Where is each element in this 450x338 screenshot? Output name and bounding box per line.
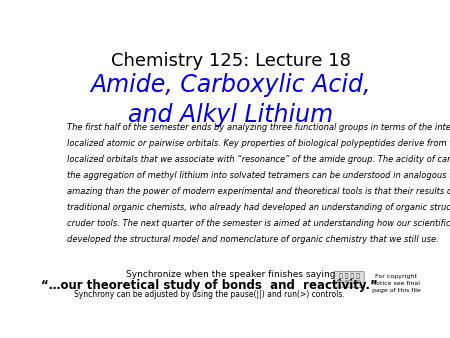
Text: cruder tools. The next quarter of the semester is aimed at understanding how our: cruder tools. The next quarter of the se… — [67, 219, 450, 228]
Text: the aggregation of methyl lithium into solvated tetramers can be understood in a: the aggregation of methyl lithium into s… — [67, 171, 450, 180]
Text: traditional organic chemists, who already had developed an understanding of orga: traditional organic chemists, who alread… — [67, 203, 450, 212]
Text: amazing than the power of modern experimental and theoretical tools is that thei: amazing than the power of modern experim… — [67, 187, 450, 196]
Text: localized atomic or pairwise orbitals. Key properties of biological polypeptides: localized atomic or pairwise orbitals. K… — [67, 139, 450, 148]
Text: developed the structural model and nomenclature of organic chemistry that we sti: developed the structural model and nomen… — [67, 236, 438, 244]
FancyBboxPatch shape — [334, 271, 364, 287]
Text: Chemistry 125: Lecture 18: Chemistry 125: Lecture 18 — [111, 52, 351, 70]
Text: Synchronize when the speaker finishes saying: Synchronize when the speaker finishes sa… — [126, 270, 335, 279]
Text: Synchrony can be adjusted by using the pause(||) and run(>) controls.: Synchrony can be adjusted by using the p… — [74, 290, 345, 299]
Text: Amide, Carboxylic Acid,
and Alkyl Lithium: Amide, Carboxylic Acid, and Alkyl Lithiu… — [90, 73, 371, 127]
Text: Ⓒ Ⓢ Ⓞ Ⓝ: Ⓒ Ⓢ Ⓞ Ⓝ — [339, 273, 360, 279]
Text: The first half of the semester ends by analyzing three functional groups in term: The first half of the semester ends by a… — [67, 123, 450, 131]
Text: localized orbitals that we associate with “resonance” of the amide group. The ac: localized orbitals that we associate wit… — [67, 155, 450, 164]
Text: For copyright
notice see final
page of this file: For copyright notice see final page of t… — [372, 274, 421, 292]
Text: “…our theoretical study of bonds  and  reactivity.”: “…our theoretical study of bonds and rea… — [41, 280, 378, 292]
Text: BY  NC  ND: BY NC ND — [338, 281, 361, 285]
